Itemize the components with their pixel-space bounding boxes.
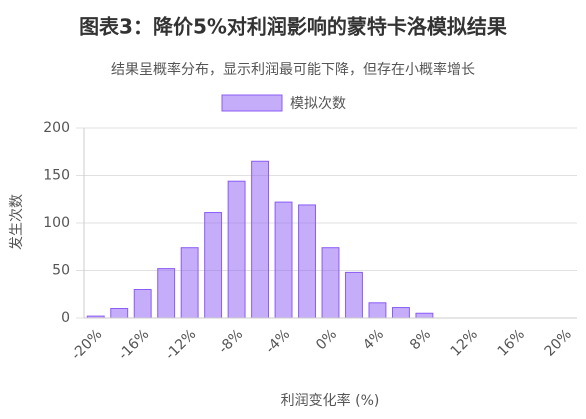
- bar: [204, 212, 223, 319]
- x-tick-label: 20%: [542, 326, 575, 359]
- x-tick-label: 0%: [313, 326, 340, 353]
- bar: [345, 271, 363, 319]
- x-tick-label: -16%: [115, 326, 152, 363]
- bar: [298, 204, 316, 319]
- x-tick-label: 16%: [495, 326, 528, 359]
- y-axis-title: 发生次数: [9, 194, 25, 250]
- bar: [227, 180, 246, 319]
- bar: [274, 201, 293, 319]
- bar: [321, 247, 340, 319]
- bar: [180, 247, 199, 319]
- bar: [157, 268, 176, 319]
- y-tick-label: 200: [43, 120, 70, 136]
- y-tick-label: 0: [61, 310, 70, 326]
- bar: [368, 302, 387, 319]
- x-axis-title: 利润变化率 (%): [281, 392, 380, 409]
- bar: [391, 307, 410, 319]
- y-tick-label: 100: [43, 215, 70, 231]
- legend-swatch: [221, 94, 283, 112]
- chart-subtitle: 结果呈概率分布，显示利润最可能下降，但存在小概率增长: [111, 61, 475, 78]
- bar: [415, 312, 434, 319]
- y-tick-label: 50: [52, 263, 70, 279]
- x-tick-label: -8%: [216, 326, 247, 357]
- x-tick-label: -20%: [69, 326, 106, 363]
- x-tick-label: -4%: [263, 326, 294, 357]
- bar: [133, 289, 152, 319]
- chart-title: 图表3：降价5%对利润影响的蒙特卡洛模拟结果: [79, 15, 507, 39]
- y-tick-label: 150: [43, 168, 70, 184]
- bar: [110, 308, 129, 319]
- x-tick-label: 4%: [360, 326, 387, 353]
- x-tick-label: -12%: [162, 326, 199, 363]
- x-tick-label: 12%: [448, 326, 481, 359]
- bar: [251, 160, 270, 319]
- x-tick-label: 8%: [407, 326, 434, 353]
- legend-label: 模拟次数: [290, 96, 346, 112]
